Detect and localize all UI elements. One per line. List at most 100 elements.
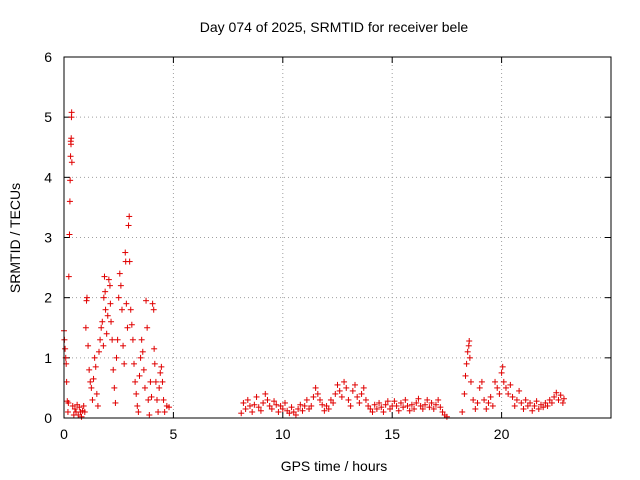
data-point <box>90 375 97 382</box>
data-point <box>155 408 162 415</box>
data-point <box>535 405 542 412</box>
data-point <box>262 390 269 397</box>
x-tick-label: 15 <box>384 426 400 442</box>
data-point <box>334 381 341 388</box>
gridlines <box>64 57 611 418</box>
data-point <box>246 402 253 409</box>
data-point <box>332 390 339 397</box>
data-point <box>66 198 73 205</box>
data-point <box>462 372 469 379</box>
data-point <box>242 405 249 412</box>
x-axis-label: GPS time / hours <box>281 458 388 474</box>
data-point <box>502 384 509 391</box>
data-point <box>559 399 566 406</box>
data-point <box>336 387 343 394</box>
data-point <box>279 405 286 412</box>
data-point <box>494 384 501 391</box>
data-point <box>476 384 483 391</box>
data-point <box>511 402 518 409</box>
data-point <box>67 177 74 184</box>
data-point <box>244 396 251 403</box>
data-point <box>349 387 356 394</box>
data-point <box>461 390 468 397</box>
data-point <box>312 384 319 391</box>
data-point <box>266 402 273 409</box>
data-point <box>384 398 391 405</box>
data-point <box>89 396 96 403</box>
data-point <box>112 399 119 406</box>
data-point <box>271 398 278 405</box>
data-point <box>470 396 477 403</box>
data-point <box>68 141 75 148</box>
data-point <box>158 363 165 370</box>
data-point <box>492 378 499 385</box>
data-point <box>249 408 256 415</box>
data-point <box>92 363 99 370</box>
data-point <box>303 396 310 403</box>
data-point <box>498 369 505 376</box>
data-point <box>240 399 247 406</box>
data-point <box>472 405 479 412</box>
data-point <box>483 405 490 412</box>
data-point <box>161 408 168 415</box>
data-point <box>100 294 107 301</box>
data-point <box>485 399 492 406</box>
data-point <box>424 396 431 403</box>
data-points <box>61 109 567 420</box>
data-point <box>520 405 527 412</box>
data-point <box>352 381 359 388</box>
data-point <box>113 354 120 361</box>
data-point <box>419 405 426 412</box>
y-axis-label: SRMTID / TECUs <box>7 183 23 293</box>
data-point <box>116 270 123 277</box>
data-point <box>467 378 474 385</box>
data-point <box>118 306 125 313</box>
data-point <box>288 404 295 411</box>
data-point <box>97 336 104 343</box>
x-tick-label: 5 <box>170 426 178 442</box>
data-point <box>376 399 383 406</box>
data-point <box>299 407 306 414</box>
data-point <box>308 402 315 409</box>
data-point <box>137 354 144 361</box>
y-tick-label: 6 <box>44 49 52 65</box>
data-point <box>68 135 75 142</box>
data-point <box>327 396 334 403</box>
data-point <box>146 411 153 418</box>
data-point <box>133 390 140 397</box>
y-tick-label: 1 <box>44 350 52 366</box>
data-point <box>544 402 551 409</box>
data-point <box>122 249 129 256</box>
x-tick-labels: 0 5 10 15 20 <box>60 426 509 442</box>
data-point <box>369 408 376 415</box>
data-point <box>63 378 70 385</box>
data-point <box>408 401 415 408</box>
data-point <box>141 384 148 391</box>
data-point <box>354 393 361 400</box>
data-point <box>529 407 536 414</box>
data-point <box>128 321 135 328</box>
data-point <box>382 401 389 408</box>
data-point <box>330 399 337 406</box>
data-point <box>439 408 446 415</box>
data-point <box>362 396 369 403</box>
data-point <box>428 399 435 406</box>
data-point <box>314 390 321 397</box>
data-point <box>387 405 394 412</box>
data-point <box>151 345 158 352</box>
data-point <box>417 402 424 409</box>
data-point <box>338 393 345 400</box>
data-point <box>347 402 354 409</box>
y-tick-label: 4 <box>44 169 52 185</box>
data-point <box>301 402 308 409</box>
data-point <box>524 402 531 409</box>
data-point <box>127 306 134 313</box>
data-point <box>373 405 380 412</box>
data-point <box>91 354 98 361</box>
data-point <box>325 405 332 412</box>
data-point <box>138 336 145 343</box>
data-point <box>140 366 147 373</box>
data-point <box>136 372 143 379</box>
data-point <box>406 407 413 414</box>
data-point <box>68 159 75 166</box>
